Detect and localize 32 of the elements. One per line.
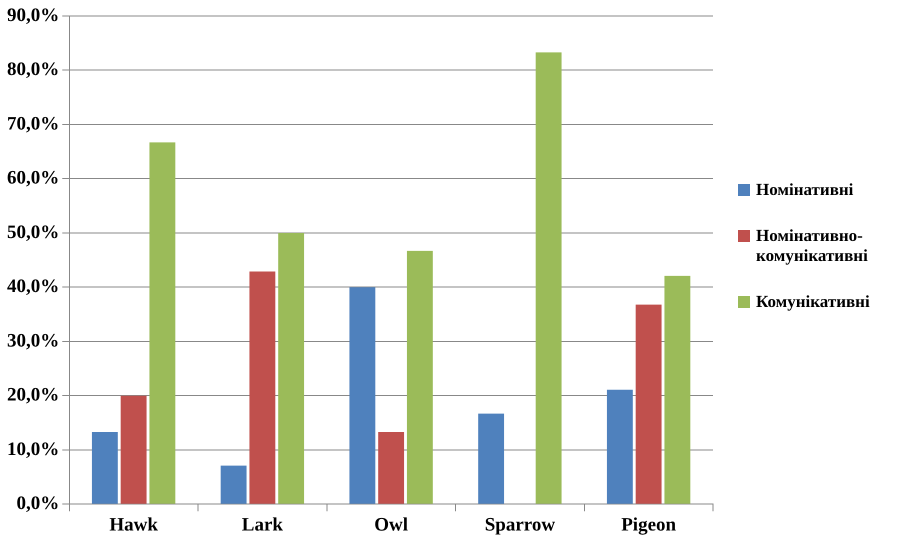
bar — [349, 287, 376, 504]
bar — [220, 466, 247, 504]
legend-label: Комунікативні — [756, 292, 870, 312]
x-tick-label: Pigeon — [621, 514, 676, 536]
y-tick-label: 80,0% — [7, 59, 60, 80]
bar — [664, 276, 690, 504]
bar — [120, 396, 147, 504]
x-tick-label: Hawk — [109, 514, 158, 536]
legend-label: Номінативні — [756, 180, 854, 200]
bar — [536, 52, 562, 504]
legend-label: Номінативно-комунікативні — [756, 226, 869, 266]
bar — [278, 232, 304, 504]
x-tick-label: Sparrow — [484, 514, 556, 536]
y-tick-label: 70,0% — [7, 113, 60, 134]
bar — [406, 250, 433, 504]
y-tick-label: 50,0% — [7, 222, 60, 243]
y-tick-label: 20,0% — [7, 384, 60, 406]
bar — [249, 271, 276, 504]
bar — [606, 390, 633, 504]
bar — [378, 432, 404, 504]
y-tick-label: 30,0% — [7, 330, 60, 352]
y-tick-label: 10,0% — [7, 438, 60, 460]
y-tick-label: 40,0% — [7, 276, 60, 298]
y-tick-label: 90,0% — [7, 4, 60, 26]
bar — [478, 414, 504, 504]
bar — [92, 432, 118, 504]
bar — [149, 142, 176, 504]
bar — [636, 304, 662, 504]
x-tick-label: Lark — [242, 514, 284, 536]
y-tick-label: 60,0% — [7, 168, 60, 189]
x-tick-label: Owl — [374, 514, 408, 536]
y-tick-label: 0,0% — [16, 493, 60, 514]
